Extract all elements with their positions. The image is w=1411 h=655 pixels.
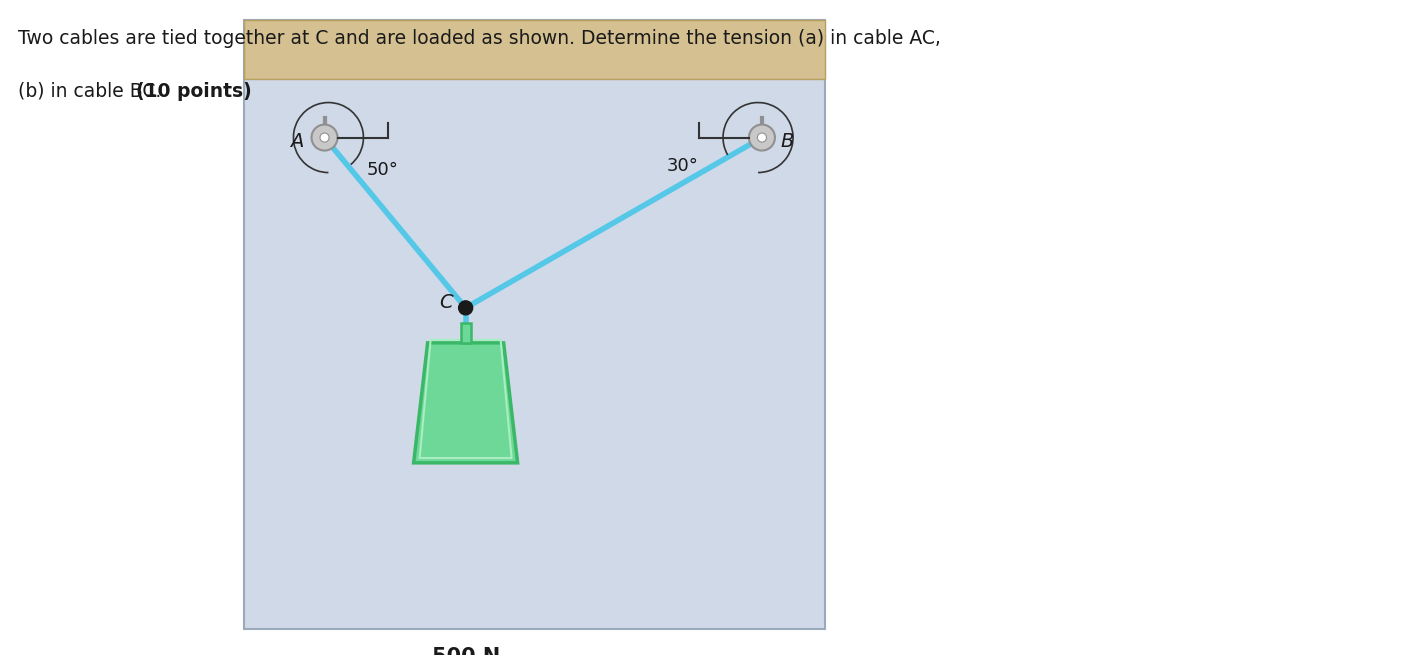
- Bar: [244, 20, 825, 79]
- Text: 30°: 30°: [667, 157, 698, 174]
- Text: (10 points): (10 points): [135, 82, 251, 101]
- Text: A: A: [289, 132, 303, 151]
- Text: 500 N: 500 N: [432, 646, 499, 655]
- Circle shape: [459, 301, 473, 315]
- Circle shape: [312, 124, 337, 151]
- Circle shape: [758, 133, 766, 142]
- Text: C: C: [439, 293, 453, 312]
- Text: (b) in cable BC.: (b) in cable BC.: [18, 82, 168, 101]
- Circle shape: [749, 124, 775, 151]
- Bar: [244, 20, 825, 629]
- Polygon shape: [413, 343, 518, 463]
- Polygon shape: [460, 323, 471, 343]
- Text: B: B: [780, 132, 793, 151]
- Text: 50°: 50°: [367, 160, 398, 179]
- Circle shape: [320, 133, 329, 142]
- Text: Two cables are tied together at C and are loaded as shown. Determine the tension: Two cables are tied together at C and ar…: [18, 29, 941, 48]
